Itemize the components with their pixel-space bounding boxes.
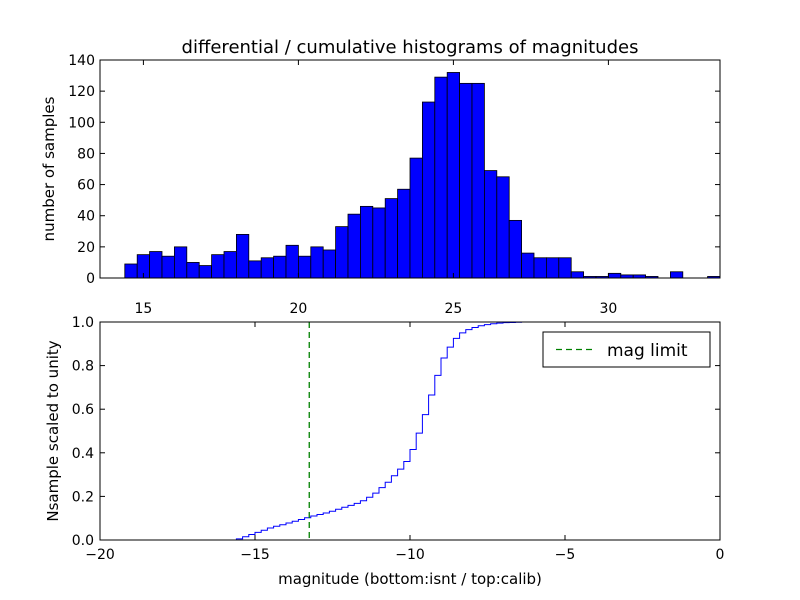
histogram-bar <box>446 72 461 279</box>
histogram-panel: 0 20 40 60 80 100 120 140 15 20 25 30 differential … <box>40 37 721 317</box>
y-tick-label: 100 <box>68 115 95 131</box>
histogram-bar <box>508 219 523 279</box>
histogram-bar <box>223 251 237 279</box>
legend: mag limit <box>542 331 711 368</box>
histogram-bar <box>496 176 510 279</box>
histogram-bar <box>260 257 275 279</box>
histogram-bar <box>322 249 337 279</box>
histogram-bar <box>409 157 423 279</box>
x-tick-label: 0 <box>716 547 725 563</box>
histogram-bar <box>186 262 200 279</box>
cumulative-y-axis-label: Nsample scaled to unity <box>44 340 62 521</box>
cumulative-step-line <box>100 321 721 541</box>
histogram-bar <box>533 257 547 279</box>
y-tick-label: 40 <box>77 209 95 225</box>
histogram-bar <box>310 246 324 279</box>
x-tick-label: −10 <box>395 547 425 563</box>
histogram-bar <box>558 257 572 279</box>
histogram-bar <box>483 170 498 279</box>
histogram-bar <box>124 263 138 279</box>
histogram-bar <box>248 260 262 279</box>
y-tick-label: 140 <box>68 53 95 69</box>
histogram-bar <box>459 82 473 279</box>
histogram-bar <box>347 213 361 279</box>
y-tick-label: 0.6 <box>72 402 94 418</box>
y-tick-label: 0.2 <box>72 489 94 505</box>
histogram-bar <box>235 233 250 279</box>
histogram-bar <box>384 198 399 279</box>
y-tick-label: 60 <box>77 178 95 194</box>
histogram-bar <box>335 226 349 279</box>
histogram-bar <box>211 254 225 279</box>
y-tick-label: 80 <box>77 146 95 162</box>
histogram-bar <box>173 246 188 279</box>
histogram-bar <box>149 251 163 279</box>
x-tick-label: 20 <box>289 301 307 317</box>
x-tick-label: 30 <box>599 301 617 317</box>
x-tick-label: 15 <box>134 301 152 317</box>
chart-title: differential / cumulative histograms of … <box>182 37 639 58</box>
histogram-bar <box>546 257 560 279</box>
x-tick-label: −5 <box>555 547 576 563</box>
histogram-bar <box>359 205 374 279</box>
x-tick-label: 25 <box>444 301 462 317</box>
histogram-bar <box>372 207 386 279</box>
histogram-bar <box>670 271 684 279</box>
histogram-bar <box>273 255 287 279</box>
y-tick-label: 0.0 <box>72 533 94 549</box>
cumulative-frame <box>99 321 721 541</box>
histogram-bar <box>297 255 312 279</box>
histogram-bar <box>161 255 175 279</box>
histogram-bar <box>570 271 585 279</box>
histogram-bar <box>421 101 436 279</box>
y-tick-label: 1.0 <box>72 315 94 331</box>
histogram-y-axis-label: number of samples <box>40 96 58 241</box>
histogram-bar <box>471 82 485 279</box>
histogram-bar <box>198 265 212 279</box>
y-tick-label: 20 <box>77 240 95 256</box>
x-tick-label: −15 <box>240 547 270 563</box>
histogram-bar <box>285 244 299 279</box>
cumulative-panel: 0.0 0.2 0.4 0.6 0.8 1.0 −20 −15 −10 −5 0 magnitude… <box>44 315 724 588</box>
x-tick-label: −20 <box>85 547 115 563</box>
histogram-bar <box>434 76 448 279</box>
histogram-bar <box>608 272 622 279</box>
y-tick-label: 0.4 <box>72 446 94 462</box>
histogram-ticks: 0 20 40 60 80 100 120 140 15 20 25 30 <box>68 53 720 317</box>
histogram-bar <box>521 252 535 279</box>
histogram-bars <box>124 72 721 279</box>
histogram-bar <box>397 188 411 279</box>
y-tick-label: 120 <box>68 84 95 100</box>
legend-entry: mag limit <box>607 341 688 361</box>
y-tick-label: 0 <box>86 271 95 287</box>
y-tick-label: 0.8 <box>72 359 94 375</box>
cumulative-x-axis-label: magnitude (bottom:isnt / top:calib) <box>278 570 542 588</box>
histogram-frame <box>99 59 721 279</box>
